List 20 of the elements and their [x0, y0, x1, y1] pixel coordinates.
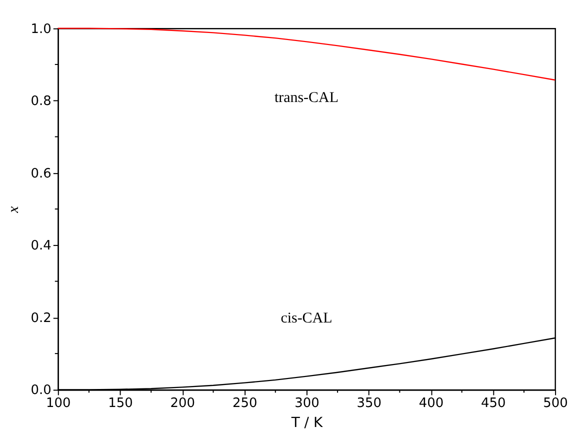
line-series [57, 28, 556, 81]
x-tick-label: 150 [108, 396, 133, 412]
x-tick-label: 200 [170, 396, 196, 412]
x-tick-label: 250 [232, 396, 258, 412]
y-tick-label: 0.0 [30, 383, 52, 398]
y-tick-label: 0.4 [30, 238, 52, 254]
x-tick-label: 300 [294, 396, 320, 412]
annotation: cis-CAL [280, 310, 332, 326]
x-tick-label: 450 [481, 396, 506, 412]
x-tick-label: 100 [46, 396, 71, 412]
annotation: trans-CAL [274, 90, 338, 106]
y-tick-label: 0.8 [30, 94, 52, 110]
y-tick-label: 1.0 [30, 22, 52, 37]
y-tick-label: 0.6 [30, 166, 52, 182]
x-tick-label: 350 [356, 396, 382, 412]
y-axis-title: x [6, 206, 22, 214]
y-tick-label: 0.2 [30, 310, 52, 326]
x-tick-label: 500 [543, 396, 568, 412]
x-axis-title: T / K [290, 415, 324, 432]
x-tick-label: 400 [418, 396, 444, 412]
